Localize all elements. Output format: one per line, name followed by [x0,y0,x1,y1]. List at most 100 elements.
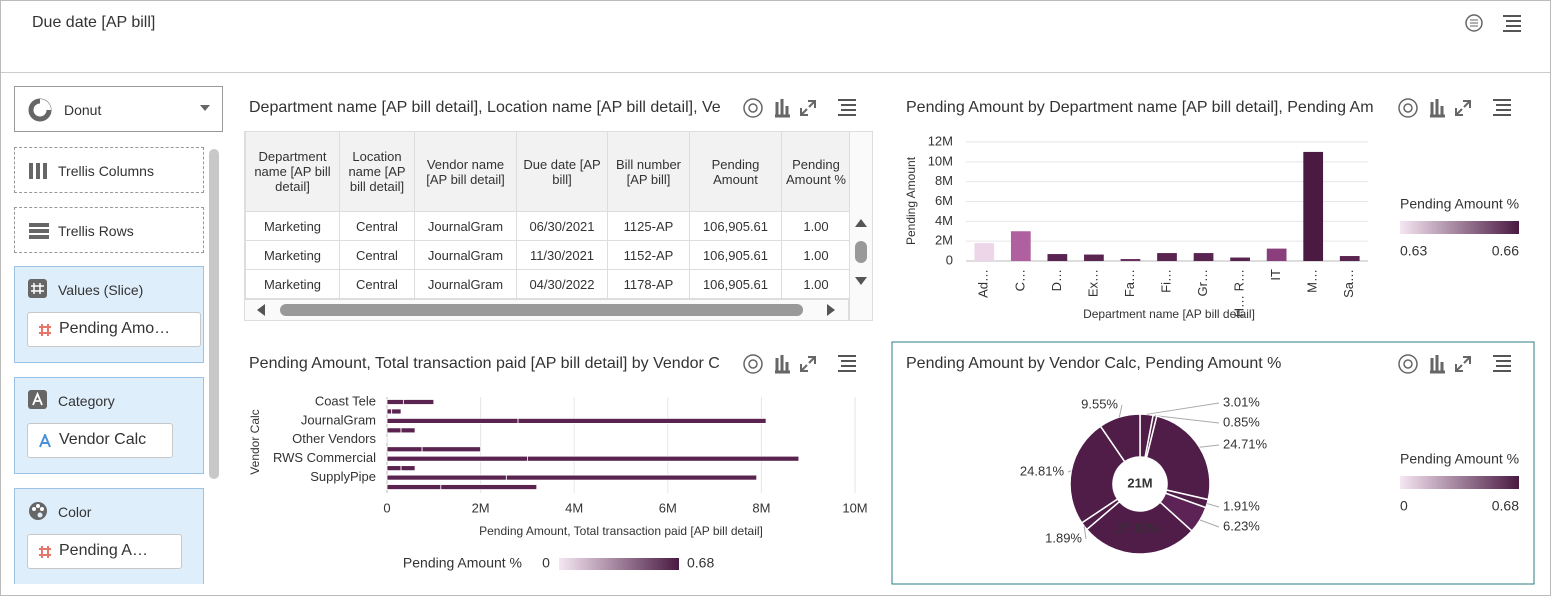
table-row: Marketing Central JournalGram 11/30/2021 115… [245,240,849,270]
icon [838,355,856,372]
panel-toolbar[interactable] [1398,354,1511,374]
y-tick-label: 0 [946,252,953,267]
bar-segment [402,399,435,405]
bar-segment [386,474,507,481]
y-axis-title: Vendor Calc [248,409,262,474]
sidebar-scrollbar[interactable] [209,149,219,479]
slice-label: 27.03% [1117,520,1162,535]
legend-min: 0.63 [1400,243,1427,259]
icon [743,354,763,374]
header-row: Department name [AP bill detail] Location… [245,131,849,212]
leader-line [1199,444,1220,448]
x-tick-label: Fi… [1158,269,1173,293]
y-tick-label: 12M [928,133,953,148]
legend-gradient [1400,221,1519,234]
header-icons[interactable] [1463,11,1523,35]
center-label: 21M [1127,475,1152,490]
icon [748,359,758,369]
bar-segment [505,474,758,481]
x-tick-label: Sa… [1341,269,1356,298]
x-tick-label: 2M [472,500,490,515]
x-tick-label: H… R… [1232,269,1247,317]
field-label: Pending Amo… [59,320,171,337]
table-row: Marketing Central JournalGram 06/30/2021 112… [245,211,849,241]
bar-segment [386,446,423,453]
y-tick-label: SupplyPipe [310,469,376,484]
column-header: Pending Amount [689,131,782,212]
table-cell: JournalGram [414,240,517,270]
icon [800,100,816,116]
icon [1455,100,1471,116]
bar [1303,151,1324,261]
chart-title: Pending Amount by Vendor Calc, Pending A… [906,355,1281,372]
data-table: Department name [AP bill detail] Location… [244,131,849,299]
trellis-rows-target[interactable]: Trellis Rows [14,207,204,253]
field-label: Vendor Calc [59,431,147,448]
panel-toolbar[interactable] [743,98,856,118]
legend-gradient [559,558,679,570]
table: Department name [AP bill detail] Location… [245,131,849,299]
leader-line [1118,404,1123,418]
trellis-columns-icon [29,163,47,179]
leader-line [1146,402,1220,415]
chart-type-label: Donut [64,102,102,118]
measure-icon [39,546,51,558]
bar-segment [527,455,800,462]
chart-type-dropdown[interactable]: Donut [14,86,223,132]
x-tick-label: IT [1268,269,1283,281]
table-cell: JournalGram [414,269,517,299]
table-hscroll[interactable] [244,299,849,321]
attribute-field-icon [39,434,51,448]
field-pill[interactable]: Pending Amo… [27,312,201,347]
slice-label: 3.01% [1223,394,1260,409]
slice-label: 0.85% [1223,414,1260,429]
legend-min: 0 [1400,498,1408,514]
icon [775,99,790,118]
table-cell [781,298,849,299]
x-tick-label: Fa… [1122,269,1137,297]
x-tick-label: 6M [659,500,677,515]
y-tick-label: Other Vendors [292,431,376,446]
table-vscroll[interactable] [849,131,873,321]
icon [1430,355,1445,374]
trellis-columns-target[interactable]: Trellis Columns [14,147,204,193]
slice-label: 24.81% [1020,463,1065,478]
x-tick-label: 4M [565,500,583,515]
bar [1010,231,1031,261]
bar-segment [386,465,402,472]
column-header: Location name [AP bill detail] [339,131,415,212]
donut-hole [1113,457,1167,511]
color-section: Color Pending A… [14,488,204,584]
field-pill[interactable]: Vendor Calc [27,423,173,458]
table-body: Marketing Central JournalGram 06/30/2021 112… [245,211,849,299]
y-tick-label: 10M [928,153,953,168]
bar [1230,257,1250,261]
column-header: Pending Amount % [781,131,849,212]
table-cell: 04/30/2022 [516,269,608,299]
table-cell: 1.00 [781,240,849,270]
number-icon [28,279,47,298]
slice-label: 1.89% [1045,530,1082,545]
bar [1120,259,1141,261]
panel-toolbar[interactable] [743,354,856,374]
selected-panel-border [891,341,1535,585]
field-pill[interactable]: Pending A… [27,534,182,569]
dropdown-arrow [200,105,210,111]
x-tick-label: C… [1012,269,1027,291]
x-tick-label: 8M [752,500,770,515]
icon [748,103,758,113]
slice-label: 1.91% [1223,498,1260,513]
values-section: Values (Slice) Pending Amo… [14,266,204,363]
y-tick-label: 4M [935,213,953,228]
panel-toolbar[interactable] [1398,98,1511,118]
x-tick-label: Ex… [1085,269,1100,297]
chart-title: Pending Amount, Total transaction paid [… [249,355,720,372]
x-tick-label: D… [1049,269,1064,291]
legend-max: 0.68 [1492,498,1519,514]
donut-icon [28,98,52,122]
icon [1398,98,1418,118]
legend-max: 0.66 [1492,243,1519,259]
x-tick-label: Ad… [976,269,991,298]
table-cell: Central [339,240,415,270]
